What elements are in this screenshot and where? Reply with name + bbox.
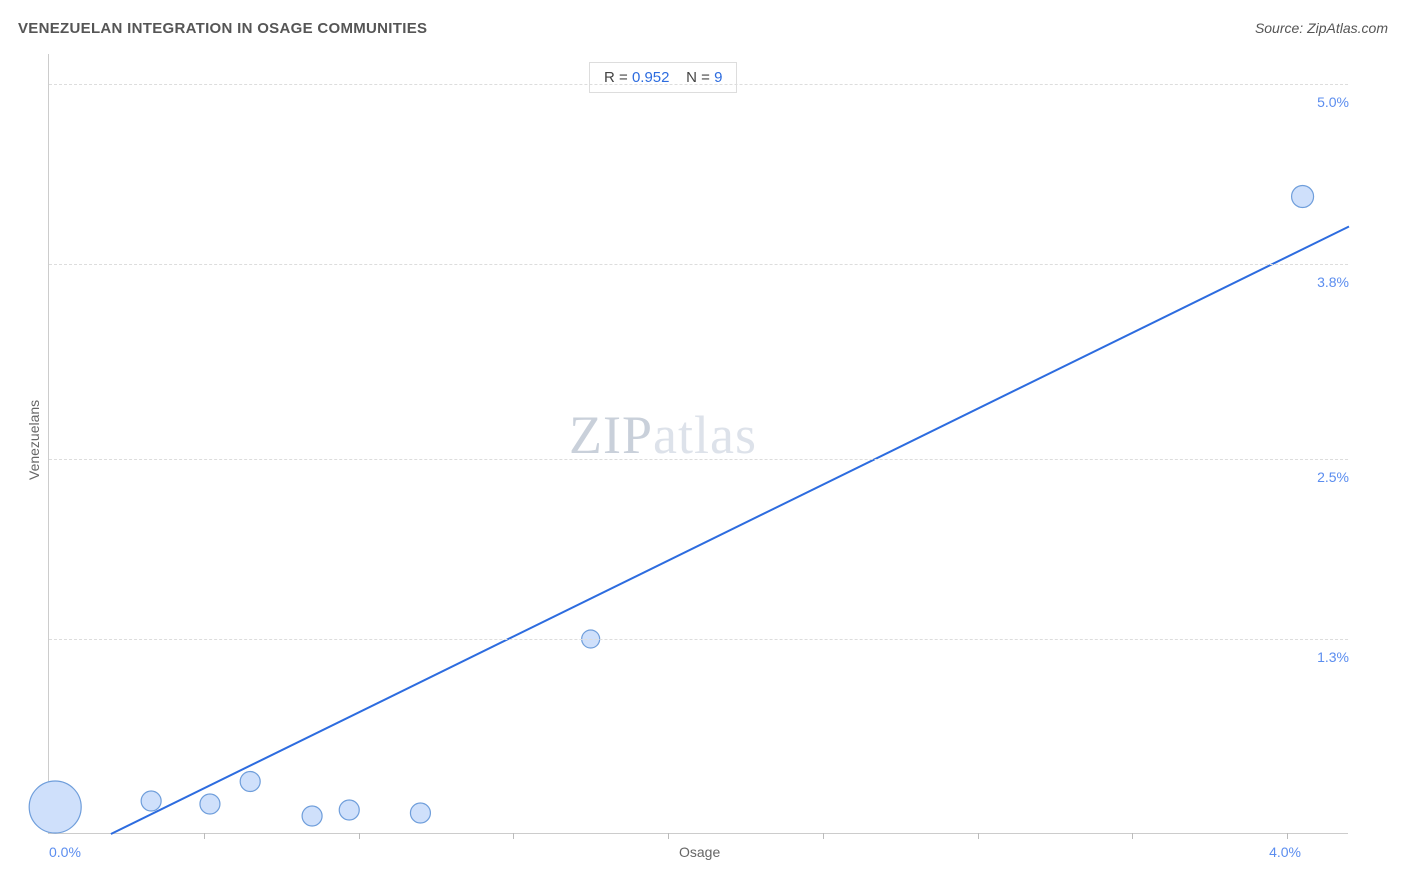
x-tick	[978, 833, 979, 839]
x-tick	[204, 833, 205, 839]
gridline	[49, 264, 1348, 265]
gridline	[49, 459, 1348, 460]
data-point[interactable]	[339, 800, 359, 820]
x-tick	[668, 833, 669, 839]
data-point[interactable]	[141, 791, 161, 811]
x-tick	[823, 833, 824, 839]
y-tick-label: 3.8%	[1301, 274, 1349, 290]
x-tick	[513, 833, 514, 839]
data-point[interactable]	[200, 794, 220, 814]
data-point[interactable]	[240, 772, 260, 792]
gridline	[49, 639, 1348, 640]
scatter-chart: ZIPatlas R = 0.952 N = 9 1.3%2.5%3.8%5.0…	[48, 54, 1348, 834]
plot-svg	[49, 54, 1348, 833]
data-point[interactable]	[1292, 186, 1314, 208]
gridline	[49, 84, 1348, 85]
x-tick	[1287, 833, 1288, 839]
y-axis-label: Venezuelans	[26, 400, 42, 480]
x-tick-label-min: 0.0%	[49, 844, 81, 860]
source-attribution: Source: ZipAtlas.com	[1255, 20, 1388, 36]
y-tick-label: 5.0%	[1301, 94, 1349, 110]
data-point[interactable]	[29, 781, 81, 833]
chart-title: VENEZUELAN INTEGRATION IN OSAGE COMMUNIT…	[18, 20, 427, 37]
regression-line	[111, 227, 1349, 835]
y-tick-label: 1.3%	[1301, 649, 1349, 665]
data-point[interactable]	[410, 803, 430, 823]
x-axis-label: Osage	[679, 844, 720, 860]
y-tick-label: 2.5%	[1301, 469, 1349, 485]
stats-box: R = 0.952 N = 9	[589, 62, 737, 93]
x-tick	[1132, 833, 1133, 839]
x-tick	[359, 833, 360, 839]
data-point[interactable]	[302, 806, 322, 826]
x-tick-label-max: 4.0%	[1269, 844, 1301, 860]
